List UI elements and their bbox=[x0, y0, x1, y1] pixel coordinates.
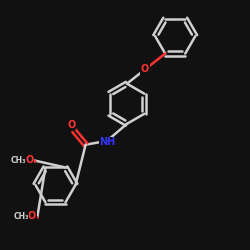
Text: NH: NH bbox=[100, 137, 116, 147]
Text: O: O bbox=[28, 211, 36, 221]
Text: O: O bbox=[141, 64, 149, 74]
Text: O: O bbox=[68, 120, 76, 130]
Text: O: O bbox=[25, 155, 33, 165]
Text: CH₃: CH₃ bbox=[11, 156, 26, 165]
Text: CH₃: CH₃ bbox=[13, 212, 29, 222]
